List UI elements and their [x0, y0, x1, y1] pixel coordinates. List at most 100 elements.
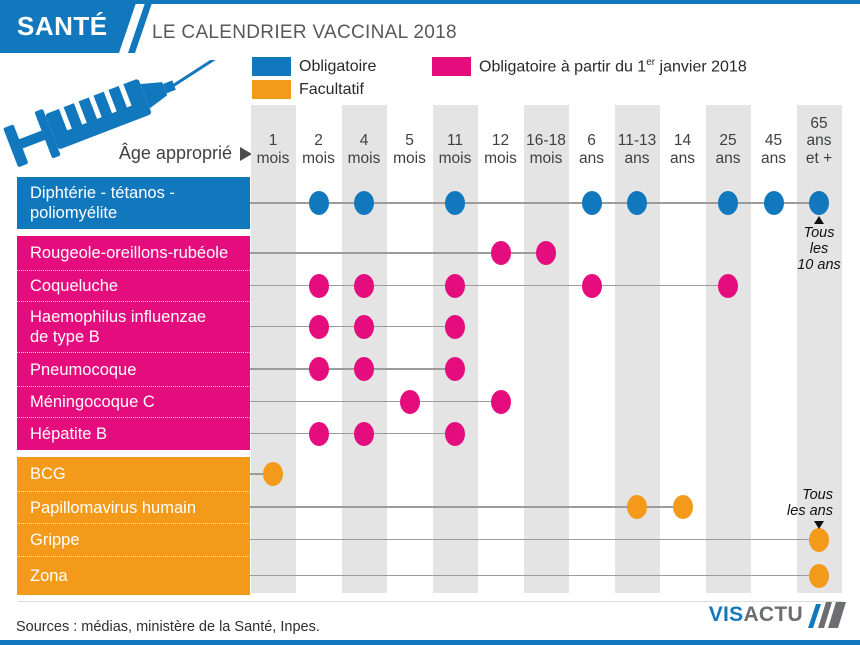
dose-dot	[718, 191, 738, 215]
annotation-above: Tous les ans	[787, 486, 833, 519]
dose-dot	[627, 495, 647, 519]
dose-dot	[308, 273, 329, 298]
column-band	[523, 105, 569, 593]
dose-dot	[627, 191, 647, 215]
kicker-text: SANTÉ	[17, 11, 108, 41]
dose-dot	[445, 421, 465, 446]
column-band	[432, 105, 478, 593]
timeline	[250, 538, 819, 541]
chart-area: 1 mois 2 mois 4 mois 5 mois 11 mois 12 mois 16-18 moi…	[0, 105, 860, 597]
vaccine-row-label: Hépatite B	[17, 417, 250, 450]
age-column-label: 11-13 ans	[617, 132, 657, 167]
dose-dot	[308, 191, 329, 215]
age-column-label: 2 mois	[302, 132, 335, 167]
page-title: LE CALENDRIER VACCINAL 2018	[152, 22, 457, 43]
dose-dot	[672, 495, 693, 519]
triangle-up-icon	[814, 216, 824, 224]
vaccine-row-label: Diphtérie - tétanos - poliomyélite	[30, 184, 175, 222]
column-band	[796, 105, 842, 593]
timeline	[250, 400, 501, 403]
column-band	[250, 105, 296, 593]
age-column-label: 16-18 mois	[526, 132, 566, 167]
column-band	[705, 105, 751, 593]
visactu-mark-icon	[808, 602, 846, 628]
legend-swatch-orange	[252, 80, 291, 99]
kicker-badge	[0, 0, 137, 53]
dose-dot	[354, 273, 374, 298]
age-column-label: 12 mois	[484, 132, 517, 167]
annotation-below: Tous les 10 ans	[797, 225, 841, 273]
dose-dot	[809, 563, 829, 588]
timeline	[250, 368, 455, 370]
dose-dot	[445, 273, 465, 298]
age-column-label: 1 mois	[256, 132, 290, 167]
timeline	[250, 473, 273, 475]
age-column-label: 14 ans	[670, 132, 695, 167]
dose-dot	[308, 357, 329, 381]
dose-dot	[718, 273, 738, 298]
vaccine-group-obligatoire-janvier-2018: Rougeole-oreillons-rubéole Coqueluche Haem…	[17, 236, 250, 450]
legend-swatch-pink	[432, 57, 471, 76]
timeline	[250, 284, 728, 287]
column-band	[614, 105, 660, 593]
triangle-down-icon	[814, 520, 824, 529]
dose-dot	[809, 191, 829, 215]
brand-actu: ACTU	[743, 603, 803, 626]
dose-dot	[763, 191, 784, 215]
vaccine-group-facultatif: BCG Papillomavirus humain Grippe Zona	[17, 457, 250, 595]
age-column-label: 4 mois	[347, 132, 381, 167]
dose-dot	[354, 421, 374, 446]
dose-dot	[445, 357, 465, 381]
age-axis-label: Âge approprié	[96, 143, 252, 164]
syringe-icon	[3, 60, 229, 167]
vaccine-group-obligatoire: Diphtérie - tétanos - poliomyélite	[17, 177, 250, 229]
dose-dot	[354, 357, 374, 381]
timeline	[250, 202, 819, 204]
arrow-right-icon	[240, 146, 252, 161]
visactu-logo: VIS ACTU	[709, 602, 846, 628]
vaccine-row-label: BCG	[30, 465, 66, 483]
timeline	[250, 574, 819, 577]
dose-dot	[809, 527, 829, 552]
dose-dot	[445, 314, 465, 339]
dose-dot	[445, 191, 465, 215]
vaccine-row-label: Coqueluche	[17, 270, 250, 301]
vaccine-row-label: Méningocoque C	[17, 386, 250, 417]
dose-dot	[581, 191, 602, 215]
dose-dot	[308, 314, 329, 339]
age-column-label: 11 mois	[438, 132, 472, 167]
age-column-label: 5 mois	[393, 132, 426, 167]
legend-item-obligatoire-2018: Obligatoire à partir du 1er janvier 2018	[432, 57, 747, 76]
sources-text: Sources : médias, ministère de la Santé,…	[16, 619, 320, 635]
age-column-label: 65 ans et +	[805, 114, 833, 167]
dose-dot	[354, 191, 374, 215]
dose-dot	[399, 389, 420, 414]
legend-item-facultatif: Facultatif	[252, 80, 364, 99]
dose-dot	[536, 241, 556, 265]
vaccine-row-label: Rougeole-oreillons-rubéole	[30, 244, 229, 262]
timeline	[250, 506, 683, 508]
vaccine-row-label: Papillomavirus humain	[17, 491, 250, 523]
timeline	[250, 325, 455, 328]
age-column-label: 45 ans	[761, 132, 786, 167]
legend-item-obligatoire: Obligatoire	[252, 57, 376, 76]
dose-dot	[263, 462, 283, 486]
dose-dot	[308, 421, 329, 446]
timeline	[250, 432, 455, 435]
footer-divider	[18, 601, 842, 602]
dose-dot	[490, 389, 511, 414]
dose-dot	[490, 241, 511, 265]
vaccine-row-label: Grippe	[17, 523, 250, 556]
legend-swatch-blue	[252, 57, 291, 76]
vaccine-row-label: Zona	[17, 556, 250, 595]
legend-label: Facultatif	[299, 80, 364, 98]
age-column-label: 25 ans	[715, 132, 741, 167]
column-band	[341, 105, 387, 593]
dose-dot	[581, 273, 602, 298]
bottom-bar	[0, 640, 860, 645]
vaccine-row-label: Haemophilus influenzae de type B	[17, 301, 250, 352]
timeline	[250, 252, 546, 254]
legend-label: Obligatoire à partir du 1er janvier 2018	[479, 56, 747, 76]
top-bar	[0, 0, 860, 4]
